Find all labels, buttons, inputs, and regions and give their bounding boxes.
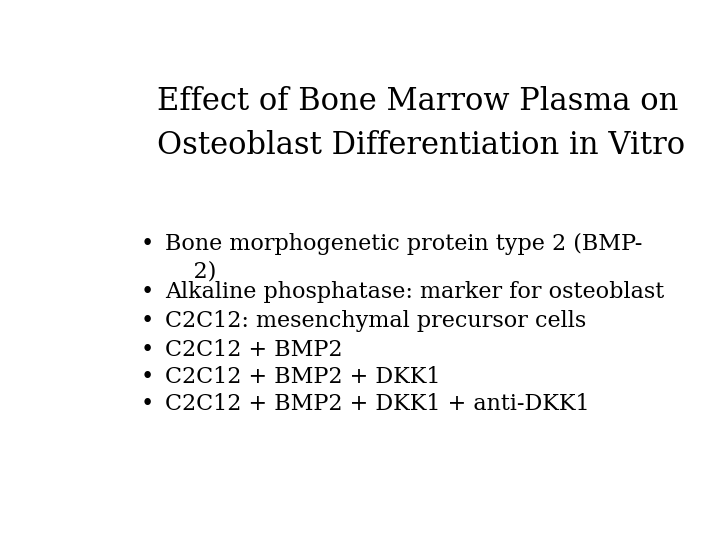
Text: Bone morphogenetic protein type 2 (BMP-
    2): Bone morphogenetic protein type 2 (BMP- … [166,233,643,282]
Text: C2C12 + BMP2 + DKK1: C2C12 + BMP2 + DKK1 [166,366,441,388]
Text: •: • [140,281,153,303]
Text: •: • [140,310,153,332]
Text: •: • [140,233,153,255]
Text: Alkaline phosphatase: marker for osteoblast: Alkaline phosphatase: marker for osteobl… [166,281,665,303]
Text: C2C12 + BMP2: C2C12 + BMP2 [166,339,343,361]
Text: C2C12 + BMP2 + DKK1 + anti-DKK1: C2C12 + BMP2 + DKK1 + anti-DKK1 [166,393,590,415]
Text: •: • [140,366,153,388]
Text: C2C12: mesenchymal precursor cells: C2C12: mesenchymal precursor cells [166,310,587,332]
Text: •: • [140,393,153,415]
Text: •: • [140,339,153,361]
Text: Effect of Bone Marrow Plasma on
Osteoblast Differentiation in Vitro: Effect of Bone Marrow Plasma on Osteobla… [157,85,685,161]
